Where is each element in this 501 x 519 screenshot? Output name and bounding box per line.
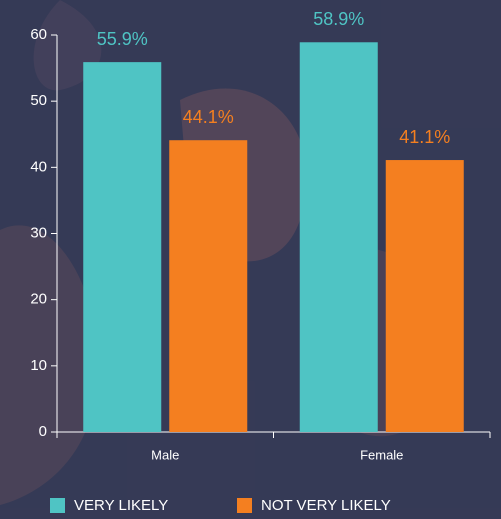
value-label: 58.9% — [313, 9, 364, 29]
y-tick-label: 10 — [30, 357, 47, 374]
legend-swatch — [237, 498, 252, 513]
value-label: 44.1% — [183, 107, 234, 127]
bar — [83, 62, 161, 432]
y-tick-label: 30 — [30, 224, 47, 241]
bar — [169, 140, 247, 432]
value-label: 55.9% — [97, 29, 148, 49]
value-label: 41.1% — [399, 127, 450, 147]
y-tick-label: 40 — [30, 158, 47, 175]
legend-swatch — [50, 498, 65, 513]
chart: 0 10 20 30 40 50 60 Male 55.9% 44.1% Female 58.9% 41… — [0, 0, 501, 519]
bar — [386, 160, 464, 432]
y-tick-label: 60 — [30, 26, 47, 43]
x-tick-label: Female — [360, 447, 403, 462]
legend-label: VERY LIKELY — [74, 497, 168, 514]
y-tick-label: 20 — [30, 291, 47, 308]
bar — [300, 42, 378, 432]
x-tick-label: Male — [151, 447, 179, 462]
y-tick-label: 50 — [30, 92, 47, 109]
y-tick-label: 0 — [39, 423, 47, 440]
legend-label: NOT VERY LIKELY — [261, 497, 391, 514]
